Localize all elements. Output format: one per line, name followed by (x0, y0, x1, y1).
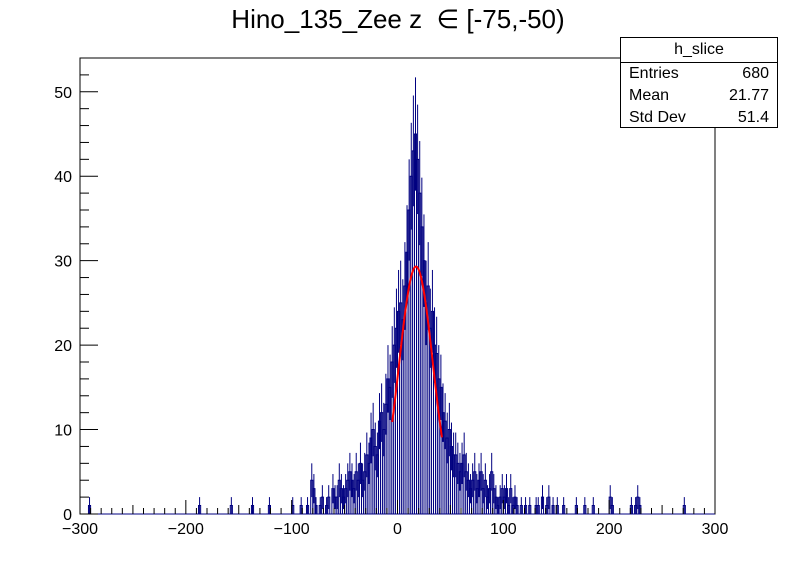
histogram-bins (80, 77, 715, 515)
stats-row-stddev: Std Dev 51.4 (621, 107, 777, 129)
histogram-bin (229, 497, 233, 514)
x-tick-label: 0 (393, 521, 402, 538)
x-tick-label: 100 (490, 521, 517, 538)
y-tick-label: 10 (54, 423, 72, 440)
stats-value: 21.77 (728, 87, 769, 104)
histogram-bin (551, 497, 555, 514)
x-tick-label: −200 (168, 521, 204, 538)
x-tick-label: 300 (702, 521, 729, 538)
histogram-bin (515, 497, 519, 514)
histogram-bin (305, 497, 310, 514)
histogram-bin (583, 497, 587, 514)
histogram-bin (536, 497, 540, 514)
histogram-bin (519, 497, 523, 514)
stats-label: Entries (629, 65, 679, 82)
histogram-bin (504, 474, 509, 514)
y-tick-label: 40 (54, 169, 72, 186)
histogram-bin (540, 485, 545, 514)
histogram-bin (509, 474, 513, 514)
x-tick-label: 200 (596, 521, 623, 538)
histogram-bin (562, 497, 566, 514)
histogram-bin (610, 497, 614, 514)
x-tick-label: −100 (274, 521, 310, 538)
stats-label: Mean (629, 87, 670, 104)
stats-box-title: h_slice (621, 38, 777, 63)
histogram-bin (314, 497, 318, 514)
chart-title: Hino_135_Zee z ∈ [-75,-50) (231, 4, 565, 34)
stats-value: 51.4 (737, 109, 769, 126)
histogram-bin (547, 485, 551, 514)
stats-row-mean: Mean 21.77 (621, 85, 777, 107)
y-tick-label: 0 (63, 507, 72, 524)
stats-row-entries: Entries 680 (621, 63, 777, 85)
histogram-bin (320, 485, 324, 514)
stats-label: Std Dev (629, 109, 686, 126)
y-tick-label: 50 (54, 85, 72, 102)
y-tick-label: 30 (54, 254, 72, 271)
histogram-bin (591, 497, 595, 514)
histogram-bin (250, 497, 255, 514)
histogram-bin (198, 497, 202, 514)
histogram-bin (327, 485, 331, 514)
histogram-bin (312, 474, 316, 514)
x-axis: −300 −200 −100 0 100 200 300 (62, 500, 728, 538)
histogram-bin (528, 497, 532, 514)
y-axis: 0 10 20 30 40 50 (54, 57, 98, 524)
stats-box: h_slice Entries 680 Mean 21.77 Std Dev 5… (620, 37, 778, 128)
x-tick-label: −300 (62, 521, 98, 538)
y-tick-label: 20 (54, 338, 72, 355)
stats-value: 680 (742, 65, 769, 82)
gaussian-fit-curve (391, 265, 443, 438)
